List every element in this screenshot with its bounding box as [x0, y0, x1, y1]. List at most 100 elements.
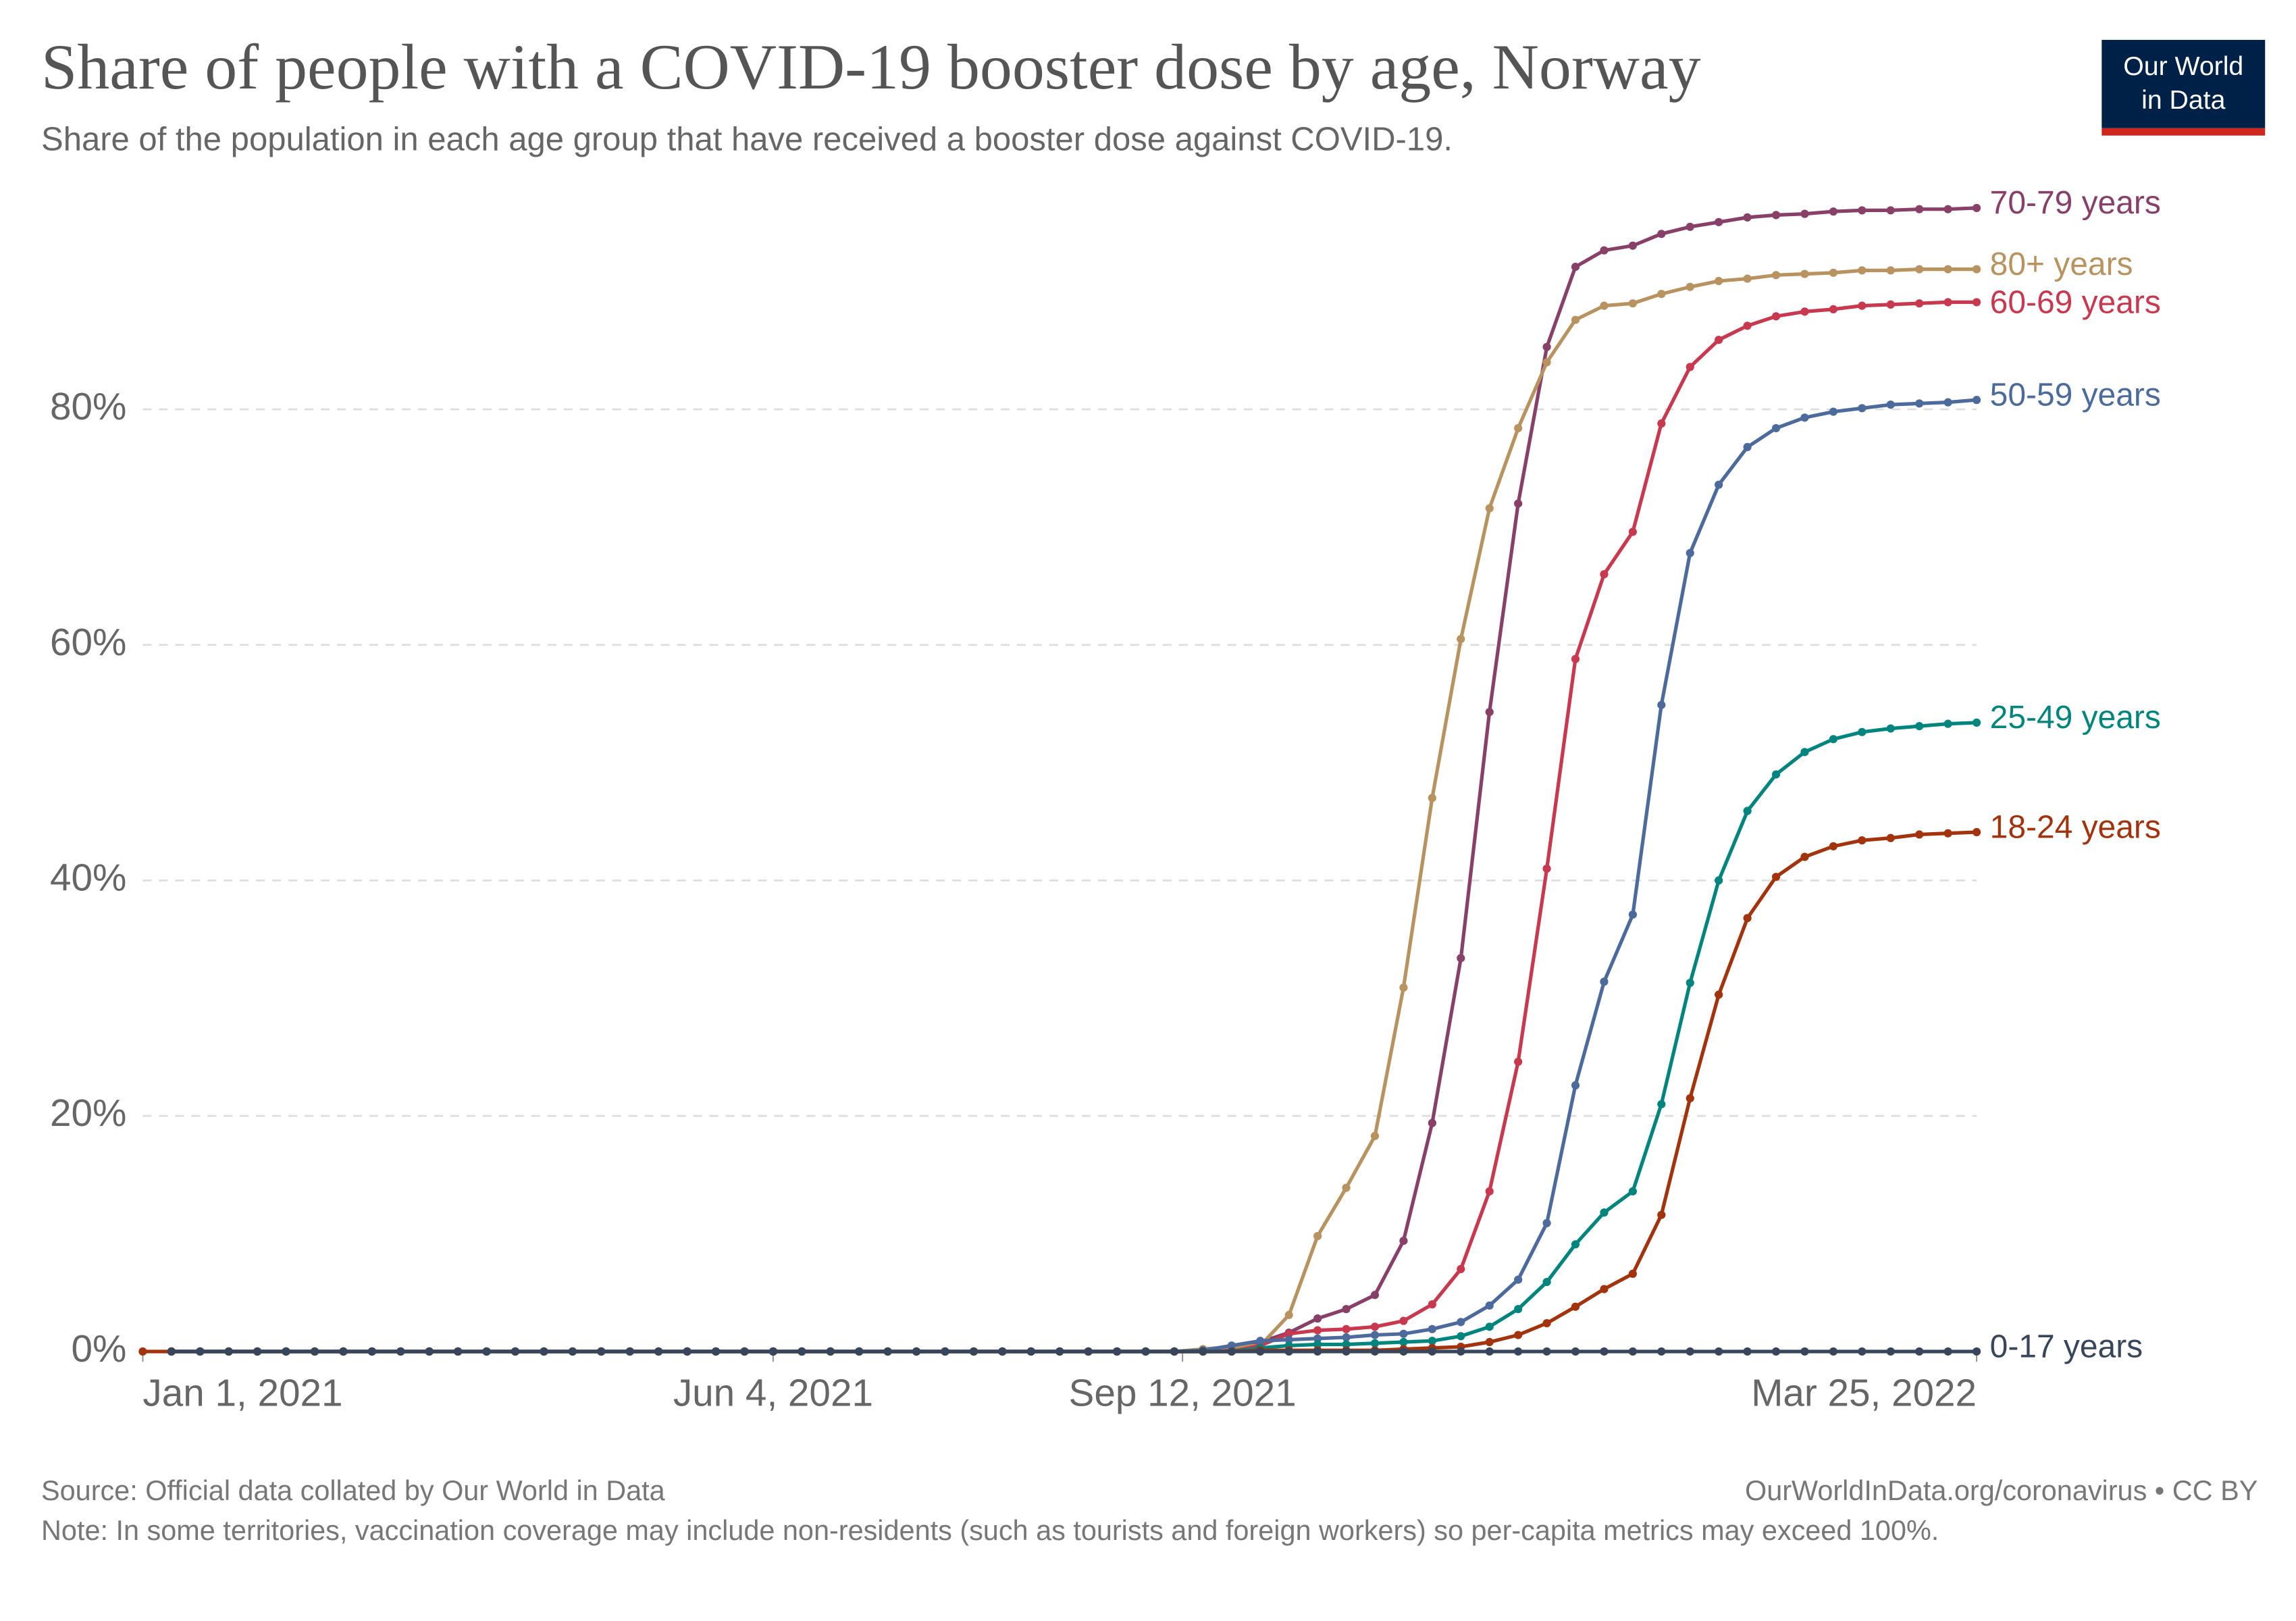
- data-point: [1657, 419, 1666, 428]
- data-point: [1800, 413, 1809, 422]
- data-point: [1542, 358, 1551, 367]
- data-point: [1342, 1340, 1351, 1349]
- data-point: [1829, 207, 1837, 216]
- series-label: 60-69 years: [1990, 285, 2161, 321]
- data-point: [1542, 1347, 1551, 1356]
- data-point: [1829, 268, 1837, 277]
- data-point: [1600, 301, 1609, 310]
- data-point: [1428, 794, 1436, 802]
- data-point: [310, 1347, 319, 1356]
- note-box: Note: In some territories, vaccination c…: [41, 1516, 1939, 1547]
- data-point: [1485, 1347, 1494, 1356]
- series-label: 25-49 years: [1990, 700, 2161, 736]
- data-point: [1715, 217, 1723, 226]
- data-point: [1600, 1347, 1609, 1356]
- data-point: [1943, 1347, 1952, 1356]
- data-point: [1399, 1347, 1408, 1356]
- chart-subtitle: Share of the population in each age grou…: [41, 121, 1453, 157]
- x-tick-label: Jan 1, 2021: [142, 1372, 342, 1414]
- data-point: [282, 1347, 290, 1356]
- y-tick-label: 0%: [72, 1328, 127, 1370]
- data-point: [1571, 263, 1580, 272]
- data-point: [1457, 634, 1465, 644]
- data-point: [1771, 770, 1781, 779]
- data-point: [1055, 1347, 1064, 1356]
- data-point: [1600, 1285, 1609, 1293]
- data-point: [1600, 570, 1609, 579]
- data-point: [1370, 1131, 1380, 1140]
- y-tick-label: 20%: [50, 1092, 126, 1135]
- data-point: [855, 1347, 864, 1356]
- data-point: [1628, 910, 1637, 919]
- data-point: [1915, 722, 1924, 731]
- data-point: [1943, 719, 1952, 728]
- data-point: [1943, 829, 1952, 838]
- series-label: 70-79 years: [1990, 185, 2161, 221]
- data-point: [1800, 748, 1809, 756]
- data-point: [1771, 211, 1781, 220]
- data-point: [1457, 954, 1465, 962]
- data-point: [1284, 1347, 1293, 1356]
- data-point: [1657, 1100, 1666, 1108]
- data-point: [1514, 423, 1523, 433]
- data-point: [1313, 1340, 1322, 1349]
- data-point: [1428, 1337, 1436, 1345]
- series-line: [171, 398, 1977, 1354]
- data-point: [1571, 654, 1580, 663]
- data-point: [1657, 1210, 1666, 1219]
- data-point: [683, 1347, 692, 1356]
- data-point: [1485, 1322, 1494, 1331]
- series-label: 18-24 years: [1990, 809, 2161, 845]
- data-point: [1428, 1347, 1436, 1356]
- data-point: [1886, 300, 1895, 309]
- data-point: [1399, 1316, 1408, 1325]
- data-point: [711, 1347, 721, 1356]
- data-point: [1571, 1081, 1580, 1090]
- data-point: [1600, 1208, 1609, 1217]
- data-point: [597, 1347, 606, 1356]
- data-point: [969, 1347, 979, 1356]
- data-point: [482, 1347, 491, 1356]
- data-point: [1227, 1341, 1236, 1350]
- data-point: [1686, 548, 1694, 557]
- data-point: [912, 1347, 921, 1356]
- data-point: [1141, 1347, 1150, 1356]
- data-point: [1858, 836, 1867, 845]
- data-point: [1399, 983, 1408, 992]
- data-point: [454, 1347, 463, 1356]
- data-point: [1542, 1319, 1551, 1328]
- series-line: [171, 267, 1977, 1354]
- data-point: [1915, 830, 1924, 839]
- data-point: [540, 1347, 548, 1356]
- data-point: [1370, 1291, 1380, 1300]
- data-point: [1399, 1236, 1408, 1245]
- data-point: [998, 1347, 1007, 1356]
- data-point: [1858, 266, 1867, 275]
- source: Source: Official data collated by Our Wo…: [41, 1475, 666, 1506]
- data-point: [1628, 1187, 1637, 1195]
- note: Note: In some territories, vaccination c…: [41, 1516, 1939, 1547]
- data-point: [1457, 1332, 1465, 1341]
- data-point: [1800, 209, 1809, 218]
- data-point: [1972, 718, 1981, 727]
- data-point: [425, 1347, 434, 1356]
- data-point: [1170, 1347, 1179, 1356]
- data-point: [1686, 1347, 1694, 1356]
- data-point: [768, 1347, 778, 1356]
- data-point: [941, 1347, 949, 1356]
- data-point: [1972, 203, 1981, 213]
- data-point: [1370, 1322, 1380, 1331]
- data-point: [1858, 206, 1867, 215]
- series-label: 50-59 years: [1990, 377, 2161, 413]
- data-point: [1743, 1347, 1752, 1356]
- data-point: [1485, 504, 1494, 513]
- data-point: [1800, 307, 1809, 316]
- data-point: [1886, 401, 1895, 409]
- data-point: [1571, 1302, 1580, 1311]
- data-point: [1485, 1337, 1494, 1347]
- data-point: [1686, 1093, 1694, 1103]
- data-point: [511, 1347, 520, 1356]
- data-point: [1514, 1275, 1523, 1284]
- data-point: [1571, 1347, 1580, 1356]
- data-point: [167, 1347, 176, 1356]
